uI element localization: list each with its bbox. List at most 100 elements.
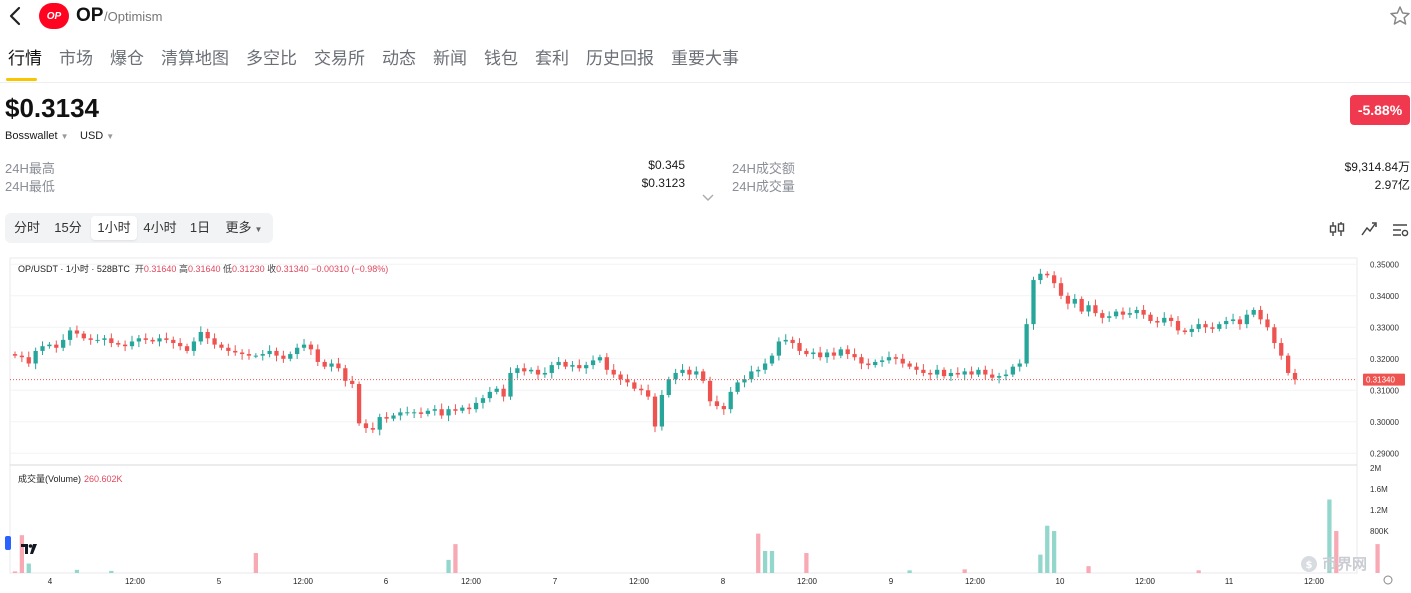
panel-toggle-tab[interactable] [5, 536, 11, 550]
candle-body [494, 388, 499, 392]
volume-bar [1045, 525, 1050, 573]
volume-bar [453, 544, 458, 573]
candle-body [47, 344, 52, 347]
tab-9[interactable]: 套利 [535, 49, 569, 68]
tab-0[interactable]: 行情 [8, 49, 42, 68]
clock-icon [1383, 575, 1393, 585]
candle-body [246, 354, 252, 356]
candle-body [1031, 280, 1036, 325]
candle-body [164, 338, 169, 340]
draw-line-icon[interactable] [1359, 219, 1379, 239]
y-tick-label: 0.29000 [1370, 449, 1399, 458]
volume-bar [12, 571, 18, 573]
candle-body [1079, 298, 1084, 312]
y-tick-label: 0.30000 [1370, 418, 1399, 427]
low-value: $0.3123 [641, 176, 685, 190]
volume-legend-value: 260.602K [84, 474, 123, 484]
candle-body [239, 352, 245, 355]
candle-body [267, 350, 272, 355]
candle-body [198, 332, 203, 342]
interval-tab-1h[interactable]: 1小时 [91, 216, 137, 240]
candle-body [1003, 374, 1009, 377]
candle-body [1107, 316, 1112, 318]
tab-2[interactable]: 爆仓 [110, 49, 144, 68]
candle-body [831, 352, 837, 356]
candle-body [391, 415, 396, 419]
indicator-icon[interactable] [1327, 219, 1347, 239]
candle-body [838, 349, 843, 356]
candle-body [116, 343, 121, 345]
volume-bar [1038, 554, 1043, 573]
volume-bar [109, 570, 114, 573]
open-label: 开 [134, 264, 144, 274]
x-tick-label: 12:00 [1304, 577, 1325, 586]
candle-body [143, 338, 148, 340]
candle-body [962, 371, 967, 375]
candle-body [61, 339, 66, 348]
x-tick-label: 12:00 [1135, 577, 1156, 586]
interval-tab-15m[interactable]: 15分 [54, 220, 82, 235]
candle-body [1148, 314, 1153, 321]
x-tick-label: 12:00 [293, 577, 314, 586]
volume-bar [962, 569, 967, 573]
back-arrow-icon[interactable] [4, 4, 28, 28]
interval-tab-4h[interactable]: 4小时 [143, 220, 177, 235]
interval-tab-minute[interactable]: 分时 [13, 220, 40, 235]
volume-tick-label: 2M [1370, 464, 1381, 473]
turnover-label: 24H成交额 [732, 161, 795, 176]
settings-icon[interactable] [1390, 219, 1410, 239]
candle-body [26, 357, 31, 364]
candle-body [1127, 313, 1132, 315]
star-icon[interactable] [1388, 4, 1411, 28]
candle-body [535, 369, 541, 375]
currency-label: USD [80, 130, 104, 142]
candle-body [370, 428, 375, 430]
current-price: $0.3134 [5, 93, 99, 123]
candle-body [756, 369, 761, 372]
currency-selector[interactable]: USD ▼ [80, 130, 114, 142]
tab-1[interactable]: 市场 [59, 49, 93, 68]
candle-body [88, 338, 93, 340]
candle-body [659, 395, 665, 427]
exchange-selector[interactable]: Bosswallet ▼ [5, 130, 69, 142]
candle-body [1258, 309, 1263, 320]
high-label-legend: 高 [178, 264, 188, 274]
candle-body [742, 379, 747, 383]
tab-11[interactable]: 重要大事 [671, 49, 739, 68]
candle-body [714, 401, 720, 407]
x-tick-label: 5 [217, 577, 222, 586]
candle-body [226, 347, 231, 351]
tab-5[interactable]: 交易所 [314, 49, 365, 68]
tab-6[interactable]: 动态 [382, 49, 416, 68]
candle-body [480, 398, 486, 403]
low-label: 24H最低 [5, 179, 55, 194]
candle-body [178, 343, 183, 347]
candle-body [701, 371, 706, 381]
tab-4[interactable]: 多空比 [246, 49, 297, 68]
candlestick-chart[interactable]: 0.35000 0.34000 0.33000 0.32000 0.31000 0.300… [0, 253, 1411, 593]
candle-body [873, 361, 878, 366]
volume-bar [446, 559, 451, 573]
tab-10[interactable]: 历史回报 [586, 49, 654, 68]
candle-body [95, 339, 100, 341]
y-tick-label: 0.34000 [1370, 292, 1399, 301]
candle-body [1182, 330, 1188, 333]
interval-tab-1d[interactable]: 1日 [189, 220, 211, 235]
candle-body [893, 357, 898, 359]
tab-3[interactable]: 清算地图 [161, 49, 229, 68]
tab-7[interactable]: 新闻 [433, 49, 467, 68]
candle-body [377, 417, 382, 430]
svg-text:$: $ [1306, 560, 1313, 571]
candle-body [1168, 317, 1174, 321]
expand-chevron-icon[interactable] [700, 192, 716, 204]
candle-body [350, 380, 355, 384]
candle-body [563, 361, 568, 367]
candle-body [1134, 309, 1139, 314]
candle-body [1203, 324, 1208, 328]
x-tick-label: 9 [889, 577, 894, 586]
interval-tab-more[interactable]: 更多 ▼ [221, 216, 267, 240]
chevron-down-icon: ▼ [106, 132, 115, 141]
tab-8[interactable]: 钱包 [484, 49, 518, 68]
candle-body [625, 379, 630, 383]
candle-body [315, 349, 320, 362]
